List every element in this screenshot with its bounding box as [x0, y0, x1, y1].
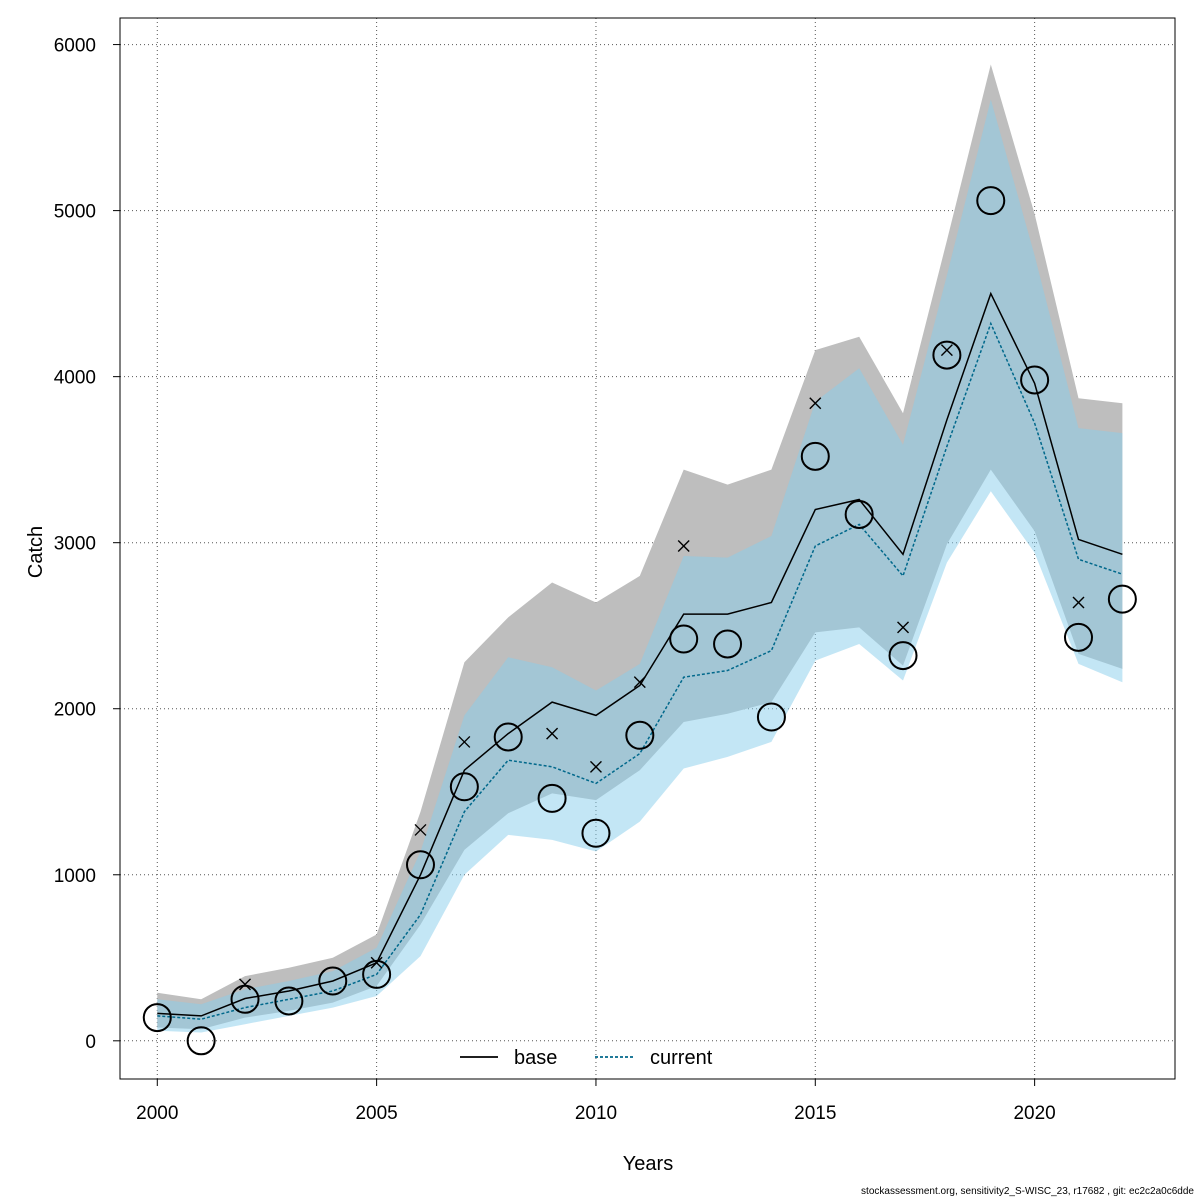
observed-circle: [669, 624, 699, 654]
observed-cross: [589, 760, 602, 773]
y-tick-label: 1000: [54, 866, 96, 887]
cross-stroke: [239, 978, 252, 991]
x-tick-label: 2005: [355, 1103, 397, 1124]
cross-stroke: [940, 344, 953, 357]
observed-cross: [940, 344, 953, 357]
observed-circle: [274, 986, 304, 1016]
footer-credit: stockassessment.org, sensitivity2_S-WISC…: [861, 1186, 1194, 1197]
observed-cross: [370, 956, 383, 969]
observed-circle: [362, 959, 392, 989]
observed-cross: [677, 540, 690, 553]
observed-circle: [713, 629, 743, 659]
cross-stroke: [370, 956, 383, 969]
x-tick-label: 2010: [575, 1103, 617, 1124]
x-tick-label: 2000: [136, 1103, 178, 1124]
observed-cross: [809, 397, 822, 410]
legend-label-current: current: [650, 1047, 713, 1069]
cross-stroke: [1072, 596, 1085, 609]
observed-circle: [318, 966, 348, 996]
x-axis: 2000 2005 2010 2015 2020: [136, 1078, 1056, 1124]
observed-circle: [493, 722, 523, 752]
observed-circle: [581, 818, 611, 848]
x-axis-title: Years: [623, 1153, 673, 1175]
confidence-bands: [157, 64, 1123, 1033]
y-tick-label: 6000: [54, 36, 96, 57]
cross-stroke: [589, 760, 602, 773]
cross-stroke: [809, 397, 822, 410]
observed-circle: [230, 984, 260, 1014]
observed-circle: [1063, 622, 1093, 652]
cross-stroke: [546, 727, 559, 740]
observed-circle: [405, 850, 435, 880]
observed-cross: [239, 978, 252, 991]
x-tick-label: 2020: [1013, 1103, 1055, 1124]
observed-circle: [625, 720, 655, 750]
y-axis-title: Catch: [25, 526, 47, 578]
x-tick-label: 2015: [794, 1103, 836, 1124]
observed-circle: [976, 186, 1006, 216]
legend: base current: [460, 1047, 713, 1069]
observed-circle: [186, 1026, 216, 1056]
y-tick-label: 5000: [54, 202, 96, 223]
observed-circle: [1020, 365, 1050, 395]
observed-cross: [414, 823, 427, 836]
observed-cross: [1072, 596, 1085, 609]
observed-circle: [1107, 584, 1137, 614]
cross-stroke: [414, 823, 427, 836]
y-tick-label: 4000: [54, 368, 96, 389]
cross-stroke: [458, 735, 471, 748]
observed-cross: [546, 727, 559, 740]
observed-circle: [756, 702, 786, 732]
observed-circle: [844, 499, 874, 529]
series-lines: [157, 291, 1123, 1020]
band-current: [157, 99, 1123, 1033]
observed-circle: [932, 340, 962, 370]
cross-stroke: [633, 676, 646, 689]
observed-cross: [897, 621, 910, 634]
observed-cross: [633, 676, 646, 689]
observed-cross: [458, 735, 471, 748]
observed-circle: [888, 641, 918, 671]
grid: [120, 18, 1175, 1079]
y-tick-label: 0: [85, 1032, 96, 1053]
legend-label-base: base: [514, 1047, 557, 1069]
observed-circle: [537, 783, 567, 813]
observed-points: [142, 186, 1137, 1056]
observed-circle: [800, 441, 830, 471]
y-tick-label: 2000: [54, 700, 96, 721]
y-axis: 0 1000 2000 3000 4000 5000 6000: [54, 36, 120, 1053]
observed-circle: [449, 772, 479, 802]
y-tick-label: 3000: [54, 534, 96, 555]
observed-circle: [142, 1003, 172, 1033]
line-base: [157, 291, 1123, 1017]
cross-stroke: [677, 540, 690, 553]
cross-stroke: [897, 621, 910, 634]
